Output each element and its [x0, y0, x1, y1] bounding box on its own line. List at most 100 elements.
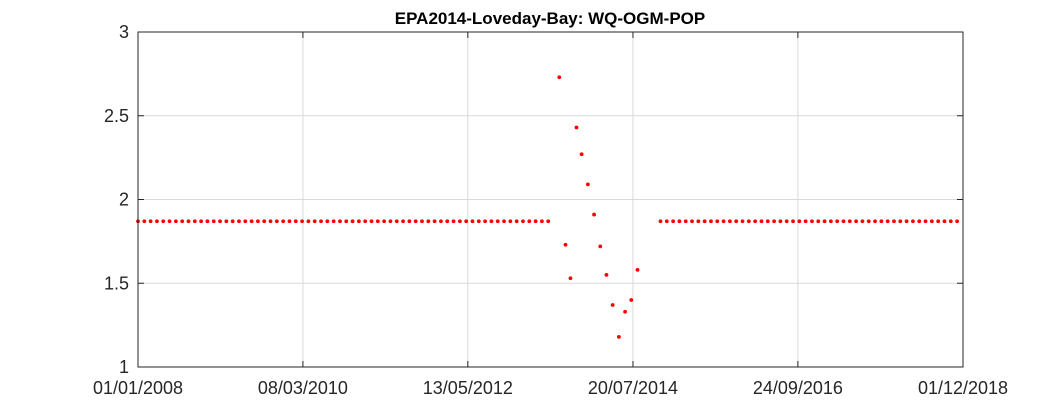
data-point — [740, 219, 745, 224]
data-point — [592, 212, 596, 217]
data-point — [439, 219, 443, 224]
data-point — [702, 219, 707, 224]
x-tick-label: 24/09/2016 — [753, 378, 843, 398]
data-point — [224, 219, 229, 224]
data-point — [319, 219, 323, 224]
y-tick-label: 1.5 — [104, 273, 129, 293]
y-tick-label: 1 — [119, 357, 129, 377]
data-point — [173, 219, 178, 224]
data-point — [540, 219, 544, 224]
data-point — [237, 219, 241, 224]
data-point — [629, 298, 634, 302]
data-point — [312, 219, 317, 224]
data-point — [677, 219, 682, 224]
data-point — [791, 219, 795, 224]
data-point — [527, 219, 532, 224]
data-point — [464, 219, 469, 224]
data-point — [293, 219, 298, 224]
data-point — [262, 219, 267, 224]
data-point — [401, 219, 405, 224]
data-point — [142, 219, 147, 224]
data-point — [268, 219, 273, 224]
data-point — [457, 219, 462, 224]
data-point — [180, 219, 185, 224]
data-point — [623, 309, 627, 314]
data-point — [948, 219, 953, 224]
data-point — [835, 219, 840, 224]
data-point — [344, 219, 349, 224]
data-point — [199, 219, 204, 224]
data-point — [585, 182, 590, 187]
data-point — [892, 219, 896, 224]
x-tick-label: 01/01/2008 — [93, 378, 183, 398]
data-point — [923, 219, 928, 224]
data-point — [331, 219, 336, 224]
data-point — [847, 219, 852, 224]
data-point — [671, 219, 676, 224]
data-point — [281, 219, 286, 224]
data-point — [205, 219, 210, 224]
data-point — [658, 219, 663, 224]
data-points — [136, 75, 960, 339]
data-point — [249, 219, 254, 224]
data-point — [230, 219, 235, 224]
data-point — [598, 244, 603, 249]
data-point — [753, 219, 758, 224]
data-point — [759, 219, 764, 224]
data-point — [765, 219, 770, 224]
data-point — [816, 219, 821, 224]
data-point — [929, 219, 934, 224]
data-point — [508, 219, 513, 224]
x-tick-label: 01/12/2018 — [918, 378, 1008, 398]
data-point — [696, 219, 701, 224]
data-point — [413, 219, 418, 224]
data-point — [822, 219, 827, 224]
data-point — [407, 219, 412, 224]
data-point — [218, 219, 222, 224]
data-point — [610, 303, 615, 307]
data-point — [579, 152, 584, 157]
x-tick-label: 13/05/2012 — [423, 378, 513, 398]
x-tick-label: 20/07/2014 — [588, 378, 678, 398]
data-point — [803, 219, 808, 224]
data-point — [828, 219, 833, 224]
chart-title: EPA2014-Loveday-Bay: WQ-OGM-POP — [395, 9, 705, 28]
data-point — [563, 242, 568, 247]
data-point — [521, 219, 525, 224]
data-point — [942, 219, 947, 224]
y-tick-label: 3 — [119, 22, 129, 42]
data-point — [854, 219, 859, 224]
data-point — [192, 219, 197, 224]
data-point — [568, 276, 573, 281]
data-point — [451, 219, 456, 224]
data-point — [683, 219, 688, 224]
data-point — [557, 75, 562, 80]
data-point — [483, 219, 488, 224]
data-point — [155, 219, 159, 224]
data-point — [911, 219, 915, 224]
data-point — [898, 219, 903, 224]
data-point — [338, 219, 342, 224]
data-point — [533, 219, 538, 224]
data-point — [167, 219, 172, 224]
data-point — [546, 219, 551, 224]
data-point — [325, 219, 330, 224]
data-point — [211, 219, 216, 224]
data-point — [382, 219, 387, 224]
data-point — [256, 219, 260, 224]
data-point — [841, 219, 846, 224]
data-point — [306, 219, 311, 224]
data-point — [784, 219, 789, 224]
data-point — [664, 219, 669, 224]
data-point — [356, 219, 361, 224]
data-point — [734, 219, 739, 224]
data-point — [721, 219, 726, 224]
tick-marks — [137, 31, 964, 368]
data-point — [690, 219, 694, 224]
data-point — [426, 219, 431, 224]
x-tick-label: 08/03/2010 — [258, 378, 348, 398]
data-point — [955, 219, 960, 224]
data-point — [885, 219, 890, 224]
data-point — [350, 219, 355, 224]
data-point — [470, 219, 475, 224]
